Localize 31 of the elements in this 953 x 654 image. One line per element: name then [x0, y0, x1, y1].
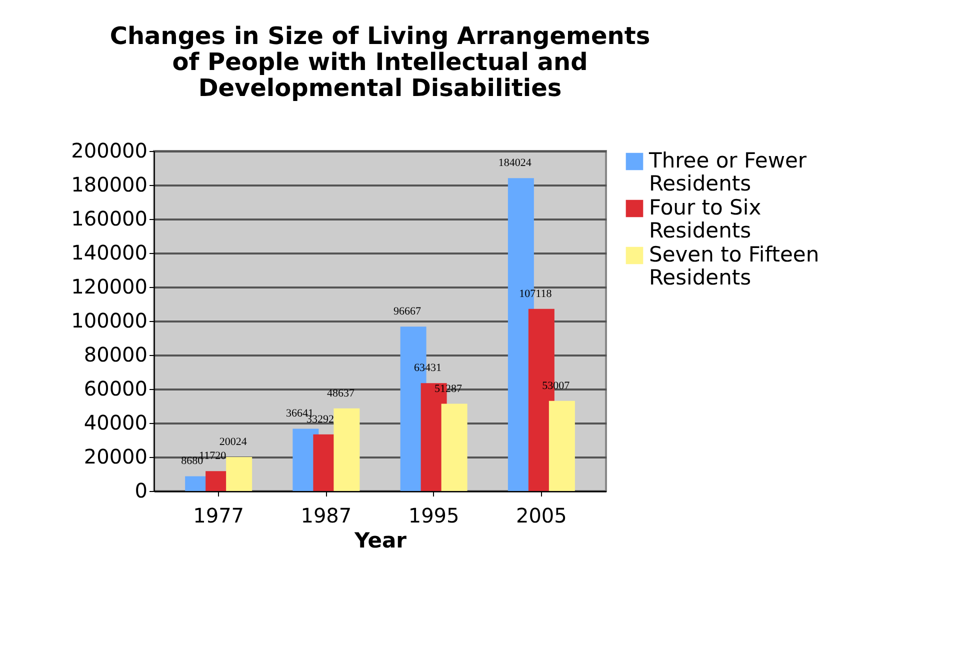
legend-label: Four to Six Residents	[649, 196, 762, 242]
x-tick-label: 1977	[193, 504, 244, 528]
y-tick-label: 40000	[84, 410, 148, 434]
y-tick-label: 80000	[84, 342, 148, 366]
y-tick-label: 160000	[71, 206, 148, 230]
chart-title: Changes in Size of Living Arrangements of People with Intellectual and Developmental Disabilities	[110, 22, 650, 102]
y-tick-label: 200000	[71, 138, 148, 162]
data-label: 96667	[394, 306, 422, 318]
y-tick-label: 140000	[71, 240, 148, 264]
legend-label: Three or Fewer Residents	[648, 148, 807, 196]
bar	[548, 400, 575, 491]
x-axis-title: Year	[353, 528, 408, 552]
y-tick-label: 60000	[84, 376, 148, 400]
y-tick-label: 120000	[71, 274, 148, 298]
data-label: 48637	[326, 387, 355, 400]
bar	[334, 408, 360, 491]
x-tick-label: 1987	[300, 504, 352, 528]
x-tick-label: 2005	[516, 504, 567, 528]
bar	[226, 456, 252, 491]
y-tick-label: 100000	[71, 308, 148, 332]
bar	[441, 404, 468, 491]
y-tick-label: 180000	[71, 172, 148, 196]
y-tick-label: 0	[134, 478, 148, 502]
legend-label: Seven to Fifteen Residents	[649, 242, 820, 290]
data-label: 51287	[434, 382, 463, 395]
data-label: 20024	[219, 436, 248, 448]
x-tick-label: 1995	[408, 504, 460, 528]
data-label: 63431	[414, 362, 442, 374]
data-label: 107118	[519, 288, 552, 300]
data-label: 184024	[498, 157, 532, 170]
y-tick-label: 20000	[84, 444, 148, 468]
